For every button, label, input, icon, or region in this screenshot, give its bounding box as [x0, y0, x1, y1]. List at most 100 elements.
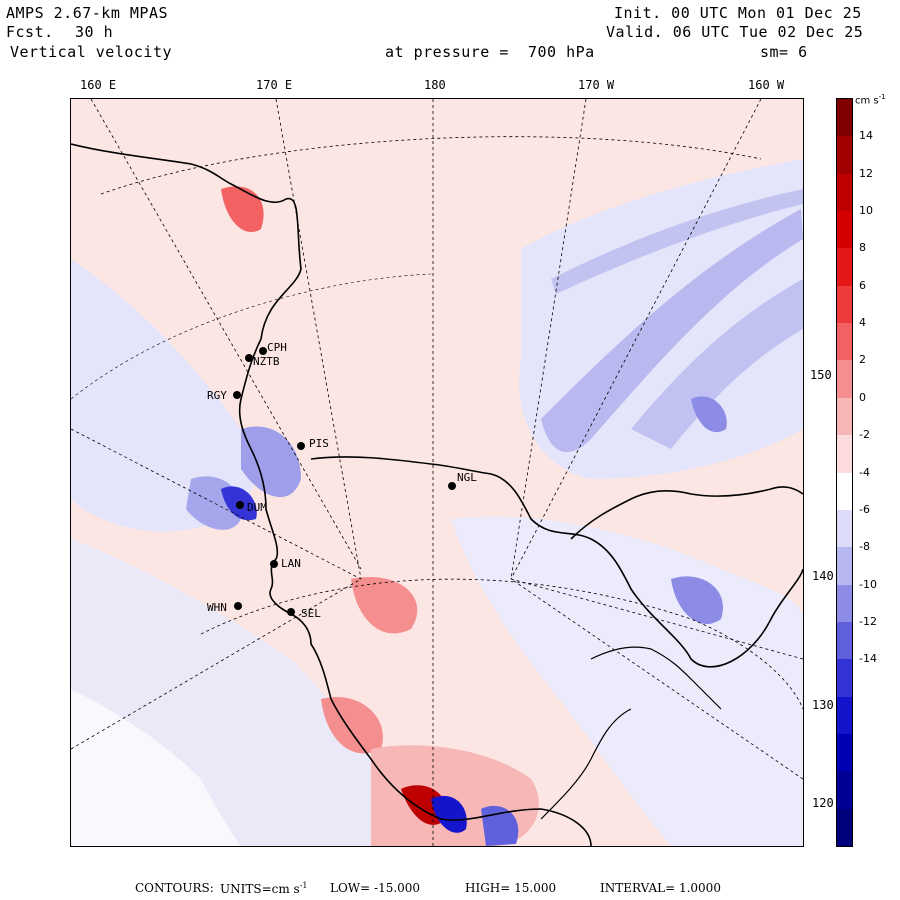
- meridian-170w: [510, 99, 587, 580]
- forecast-label: Fcst.: [6, 23, 54, 41]
- smoothing-value: sm= 6: [760, 43, 808, 61]
- coastline-marie-byrd: [570, 486, 803, 540]
- colorbar-segment: [837, 248, 852, 287]
- footer-contours-label: CONTOURS:: [135, 881, 214, 895]
- colorbar-segment: [837, 509, 852, 548]
- colorbar-segment: [837, 472, 852, 511]
- colorbar-segment: [837, 435, 852, 473]
- coastline-ross-ice-shelf: [310, 456, 803, 668]
- field-zero-area: [71, 689, 241, 846]
- field-name: Vertical velocity: [10, 43, 173, 61]
- colorbar-segment: [837, 659, 852, 698]
- station-pis-label: PIS: [309, 437, 329, 450]
- station-ngl-dot[interactable]: [448, 482, 456, 490]
- meridian-140w: [510, 578, 803, 780]
- colorbar-label: -12: [859, 614, 877, 628]
- colorbar-label: 8: [859, 241, 866, 255]
- init-time: Init. 00 UTC Mon 01 Dec 25: [614, 4, 862, 22]
- colorbar-segment: [837, 397, 852, 436]
- valid-time: Valid. 06 UTC Tue 02 Dec 25: [606, 23, 864, 41]
- field-ascent-cell-3: [321, 697, 383, 754]
- meridian-140e: [71, 578, 362, 750]
- colorbar-label: -6: [859, 502, 870, 516]
- coastline-inland-1: [590, 646, 722, 710]
- field-descent-streak-2: [631, 279, 803, 449]
- field-weak-descent-west: [71, 259, 255, 532]
- station-dum-label: DUM: [247, 501, 267, 514]
- colorbar-label: -8: [859, 540, 870, 554]
- map-graphic: [71, 99, 803, 846]
- field-descent-core-4: [431, 795, 467, 833]
- colorbar-segment: [837, 136, 852, 175]
- station-sel-label: SEL: [301, 607, 321, 620]
- forecast-value: 30 h: [75, 23, 114, 41]
- lon-tick-180: 180: [424, 78, 446, 92]
- footer-low: LOW= -15.000: [330, 881, 421, 895]
- lon-tick-160w: 160 W: [748, 78, 785, 92]
- station-cph-dot[interactable]: [259, 347, 267, 355]
- colorbar-label: 2: [859, 353, 866, 367]
- colorbar-label: 4: [859, 316, 866, 330]
- station-pis-dot[interactable]: [297, 442, 305, 450]
- colorbar-segment: [837, 323, 852, 361]
- colorbar-label: -10: [859, 577, 877, 591]
- coastline-inland-2: [540, 708, 632, 820]
- field-ascent-cell-2: [351, 577, 418, 634]
- colorbar-segment: [837, 733, 852, 772]
- colorbar-label: 0: [859, 390, 866, 404]
- meridian-150e: [71, 428, 362, 580]
- colorbar-label: 10: [859, 204, 873, 218]
- colorbar-segment: [837, 173, 852, 212]
- colorbar-segment: [837, 808, 852, 847]
- lon-tick-160e: 160 E: [80, 78, 117, 92]
- map-panel[interactable]: CPH NZTB RGY PIS NGL LAN WHN SEL DUM: [70, 98, 804, 847]
- colorbar: [836, 98, 853, 847]
- footer-units: UNITS=cm s-1: [220, 881, 308, 896]
- station-dum-dot[interactable]: [236, 501, 244, 509]
- colorbar-segment: [837, 285, 852, 324]
- colorbar-segment: [837, 360, 852, 399]
- field-ascent-cell-1: [221, 186, 264, 233]
- colorbar-segment: [837, 547, 852, 586]
- field-descent-streak-3: [551, 189, 803, 294]
- colorbar-segment: [837, 696, 852, 735]
- lon-tick-170e: 170 E: [256, 78, 293, 92]
- station-ngl-label: NGL: [457, 471, 477, 484]
- pressure-level: at pressure = 700 hPa: [385, 43, 595, 61]
- colorbar-segment: [837, 99, 852, 137]
- colorbar-label: -4: [859, 465, 870, 479]
- station-sel-dot[interactable]: [287, 608, 295, 616]
- colorbar-label: 12: [859, 166, 873, 180]
- station-lan-label: LAN: [281, 557, 301, 570]
- station-whn-label: WHN: [207, 601, 227, 614]
- meridian-160e: [90, 99, 362, 570]
- station-rgy-label: RGY: [207, 389, 227, 402]
- lon-tick-170w: 170 W: [578, 78, 615, 92]
- colorbar-segment: [837, 621, 852, 660]
- colorbar-label: -14: [859, 652, 877, 666]
- colorbar-label: 14: [859, 129, 873, 143]
- colorbar-label: -2: [859, 428, 870, 442]
- colorbar-segment: [837, 771, 852, 810]
- colorbar-label: 6: [859, 278, 866, 292]
- colorbar-units: cm s-1: [855, 93, 886, 107]
- station-whn-dot[interactable]: [234, 602, 242, 610]
- coastline-victoria-land: [71, 143, 592, 846]
- station-cph-label: CPH: [267, 341, 287, 354]
- field-descent-core-2: [691, 396, 727, 433]
- station-lan-dot[interactable]: [270, 560, 278, 568]
- field-descent-core-3: [671, 576, 723, 625]
- colorbar-segment: [837, 584, 852, 623]
- field-ascent-core: [401, 785, 447, 825]
- footer-high: HIGH= 15.000: [465, 881, 557, 895]
- station-rgy-dot[interactable]: [233, 391, 241, 399]
- field-descent-cell-2: [241, 426, 301, 498]
- station-nztb-label: NZTB: [253, 355, 280, 368]
- model-title: AMPS 2.67-km MPAS: [6, 4, 169, 22]
- station-nztb-dot[interactable]: [245, 354, 253, 362]
- lat-circle-3: [71, 273, 432, 400]
- meridian-160w: [510, 99, 762, 580]
- field-descent-streak-1: [541, 209, 803, 453]
- colorbar-segment: [837, 211, 852, 249]
- footer-interval: INTERVAL= 1.0000: [600, 881, 721, 895]
